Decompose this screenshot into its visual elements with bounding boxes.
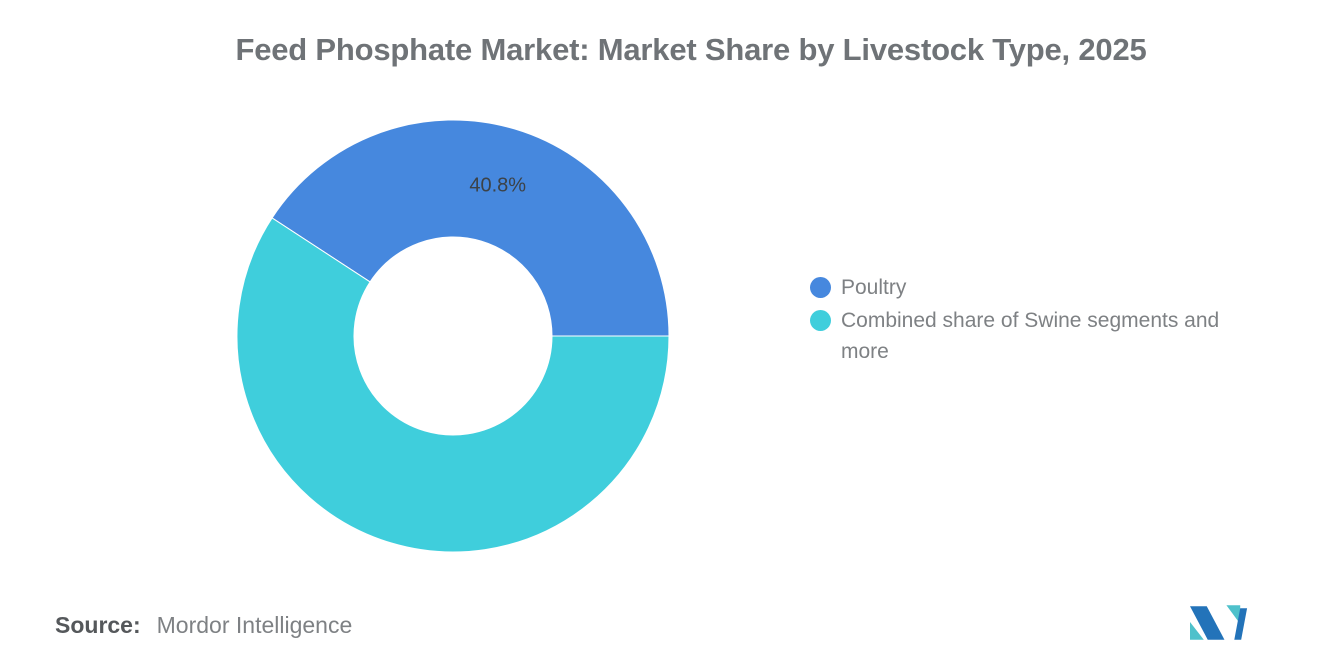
source-value: Mordor Intelligence <box>156 612 353 638</box>
legend-label-poultry: Poultry <box>841 276 907 299</box>
logo-shape-mid-teal-triangle <box>1226 605 1241 624</box>
donut-chart: 40.8% <box>236 119 670 553</box>
legend-item-poultry[interactable]: Poultry <box>810 272 1247 303</box>
legend-item-swine-combined[interactable]: Combined share of Swine segments and mor… <box>810 305 1247 367</box>
chart-title: Feed Phosphate Market: Market Share by L… <box>235 32 1147 67</box>
donut-slice-1[interactable] <box>236 217 670 553</box>
donut-chart-container: 40.8% <box>233 116 673 556</box>
source-line: Source: Mordor Intelligence <box>55 612 352 639</box>
donut-data-label-0: 40.8% <box>469 175 526 197</box>
legend-swatch-swine-combined <box>810 310 831 331</box>
logo-shape-right-blue-bar <box>1234 608 1248 640</box>
logo-shape-left-blue-band <box>1190 606 1225 640</box>
legend-label-swine-combined: Combined share of Swine segments and mor… <box>841 309 1220 363</box>
mordor-intelligence-logo <box>1190 600 1253 640</box>
logo-shape-left-teal-triangle <box>1190 621 1204 640</box>
chart-legend: Poultry Combined share of Swine segments… <box>810 272 1247 367</box>
source-label: Source: <box>55 612 141 638</box>
donut-slice-0[interactable] <box>271 119 670 337</box>
legend-swatch-poultry <box>810 277 831 298</box>
